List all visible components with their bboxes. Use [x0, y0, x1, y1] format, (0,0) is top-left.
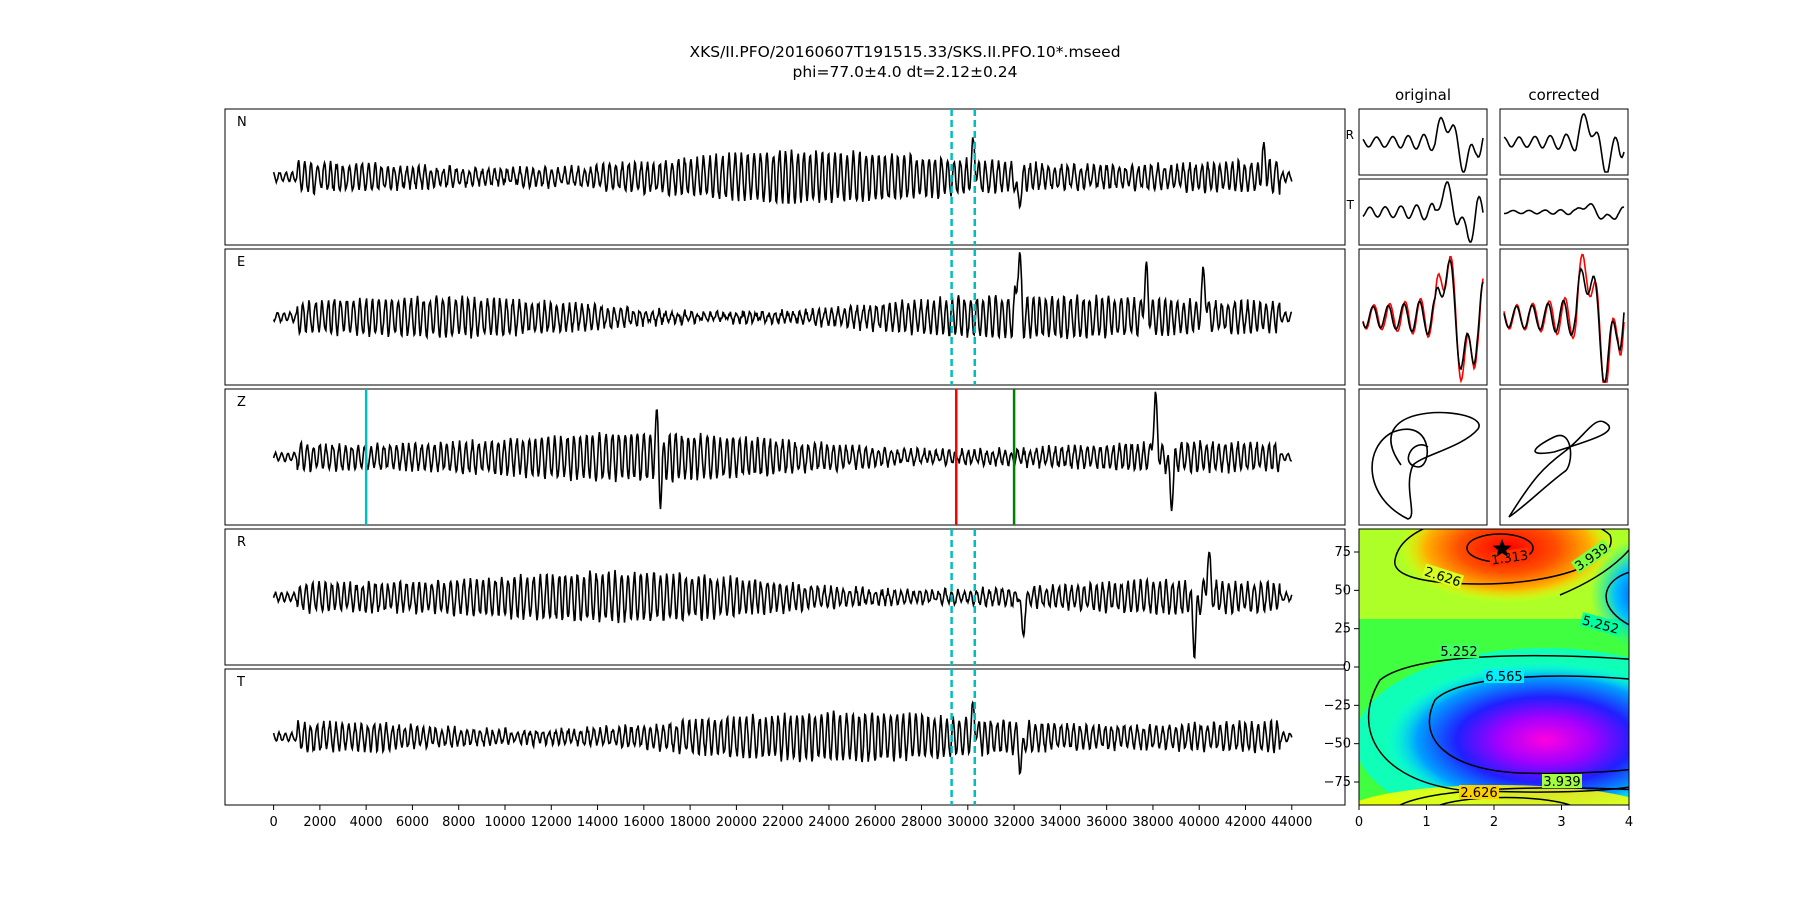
contour-2-626-bottom	[1439, 796, 1571, 805]
x-tick-label: 24000	[808, 815, 849, 830]
contour-label-7: 3.939	[1543, 775, 1580, 790]
heatmap-lower-min	[1385, 662, 1629, 805]
heat-y-tick-label: −75	[1324, 775, 1351, 790]
heat-x-tick-label: 3	[1557, 815, 1565, 830]
x-tick-label: 18000	[669, 815, 710, 830]
x-tick-label: 8000	[442, 815, 475, 830]
small-panel-frame	[1499, 388, 1629, 526]
x-tick-label: 14000	[577, 815, 618, 830]
trace-waveform	[272, 700, 1293, 776]
small-row-label-r: R	[1346, 128, 1354, 142]
trace-panel-n: N	[224, 108, 1346, 246]
x-tick-label: 40000	[1179, 815, 1220, 830]
contour-3-939-right	[1559, 548, 1629, 596]
corrected-panel-2	[1499, 248, 1629, 386]
contour-6-565	[1428, 675, 1629, 775]
small-waveform	[1503, 202, 1625, 220]
small-panel-frame	[1358, 388, 1488, 526]
corrected-panel-3	[1499, 388, 1629, 526]
corrected-panel-0	[1499, 108, 1629, 176]
contour-label-5: 5.252	[1440, 645, 1477, 660]
x-tick-label: 20000	[716, 815, 757, 830]
x-tick-label: 0	[269, 815, 277, 830]
trace-label: R	[237, 535, 246, 550]
figure-title: XKS/II.PFO/20160607T191515.33/SKS.II.PFO…	[689, 43, 1120, 61]
x-tick-label: 34000	[1040, 815, 1081, 830]
heat-y-tick-label: −50	[1324, 737, 1351, 752]
x-tick-label: 44000	[1271, 815, 1312, 830]
contour-5-252-mid	[1367, 654, 1629, 793]
best-fit-star	[1492, 538, 1512, 557]
trace-label: T	[236, 675, 245, 690]
small-waveform	[1362, 116, 1484, 173]
column-title-corrected: corrected	[1528, 86, 1599, 104]
x-tick-label: 26000	[855, 815, 896, 830]
corrected-panel-1	[1499, 178, 1629, 246]
small-waveform-red	[1362, 255, 1484, 384]
heat-x-tick-label: 0	[1355, 815, 1363, 830]
trace-label: N	[237, 115, 247, 130]
heat-y-tick-label: 50	[1334, 583, 1351, 598]
small-row-label-t: T	[1346, 198, 1355, 212]
x-tick-label: 2000	[303, 815, 336, 830]
contour-5-252-right	[1605, 571, 1629, 626]
x-tick-label: 12000	[531, 815, 572, 830]
heat-x-tick-label: 4	[1625, 815, 1633, 830]
x-tick-label: 38000	[1132, 815, 1173, 830]
x-tick-label: 32000	[993, 815, 1034, 830]
heat-x-tick-label: 2	[1490, 815, 1498, 830]
trace-panel-t: T	[224, 668, 1346, 806]
small-waveform	[1362, 181, 1484, 243]
contour-label-6: 6.565	[1485, 670, 1522, 685]
heatmap-axes: 0 1 2 3 4 75 50 25 0 −25 −50 −75	[1324, 545, 1634, 830]
trace-panel-e: E	[224, 248, 1346, 386]
x-tick-label: 22000	[762, 815, 803, 830]
small-panel-frame	[1358, 178, 1488, 246]
small-waveform-black	[1362, 258, 1484, 371]
contour-3-939-bottom	[1399, 787, 1629, 805]
particle-motion-path	[1371, 411, 1480, 520]
figure-subtitle: phi=77.0±4.0 dt=2.12±0.24	[793, 63, 1018, 81]
heat-y-tick-label: 0	[1343, 660, 1351, 675]
particle-motion-path	[1508, 420, 1611, 518]
x-tick-label: 10000	[484, 815, 525, 830]
x-tick-label: 36000	[1086, 815, 1127, 830]
original-panel-1	[1358, 178, 1488, 246]
original-panel-3	[1358, 388, 1488, 526]
trace-panels: N E Z R T	[224, 108, 1346, 806]
small-waveform	[1503, 113, 1625, 173]
x-tick-label: 42000	[1225, 815, 1266, 830]
trace-x-axis: 0 2000 4000 6000 8000 10000 12000 14000 16000 180…	[269, 805, 1312, 830]
x-tick-label: 6000	[396, 815, 429, 830]
trace-panel-r: R	[224, 528, 1346, 666]
trace-label: Z	[237, 395, 246, 410]
small-waveform-black	[1503, 267, 1625, 383]
small-panel-frame	[1499, 108, 1629, 176]
trace-waveform	[272, 137, 1293, 210]
trace-panel-z: Z	[224, 388, 1346, 526]
heat-y-tick-label: 25	[1334, 622, 1351, 637]
trace-label: E	[237, 255, 245, 270]
trace-waveform	[272, 252, 1293, 341]
original-panel-2	[1358, 248, 1488, 386]
trace-waveform	[272, 391, 1293, 512]
particle-motion-panels	[1358, 108, 1629, 526]
heat-y-tick-label: −25	[1324, 698, 1351, 713]
x-tick-label: 30000	[947, 815, 988, 830]
column-title-original: original	[1395, 86, 1451, 104]
small-panel-frame	[1358, 108, 1488, 176]
trace-waveform	[272, 551, 1293, 660]
heat-y-tick-label: 75	[1334, 545, 1351, 560]
contour-label-8: 2.626	[1460, 786, 1497, 801]
heatmap-bottom-yellow	[1359, 785, 1629, 805]
x-tick-label: 16000	[623, 815, 664, 830]
heat-x-tick-label: 1	[1422, 815, 1430, 830]
x-tick-label: 28000	[901, 815, 942, 830]
original-panel-0	[1358, 108, 1488, 176]
x-tick-label: 4000	[350, 815, 383, 830]
error-surface-plot: 1.313 2.626 3.939 5.252 5.252 6.565	[1324, 528, 1634, 830]
